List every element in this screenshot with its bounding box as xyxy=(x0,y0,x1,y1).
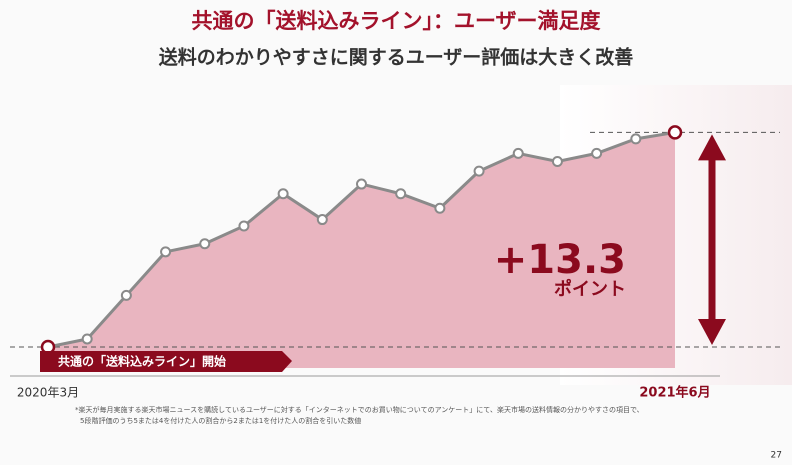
marker xyxy=(199,238,211,250)
marker xyxy=(667,125,683,140)
page-number: 27 xyxy=(771,451,782,461)
annotation-unit: ポイント xyxy=(554,278,626,300)
marker xyxy=(356,178,367,190)
marker xyxy=(316,214,328,226)
footnote: 5段階評価のうち5または4を付けた人の割合から2または1を付けた人の割合を引いた… xyxy=(80,416,361,425)
x-tick-label: 2020年3月 xyxy=(17,386,79,400)
marker xyxy=(81,333,93,345)
marker xyxy=(591,147,603,159)
area-fill xyxy=(48,132,675,368)
marker xyxy=(120,289,132,301)
marker xyxy=(551,155,563,167)
footnote: *楽天が毎月実施する楽天市場ニュースを購読しているユーザーに対する「インターネッ… xyxy=(75,405,644,414)
x-tick-label: 2021年6月 xyxy=(639,385,710,401)
marker xyxy=(395,188,407,200)
marker xyxy=(238,220,250,232)
title: 共通の「送料込みライン」：ユーザー満足度 xyxy=(191,9,600,33)
marker xyxy=(512,147,524,159)
marker xyxy=(473,165,485,177)
arrow-head xyxy=(698,319,726,346)
annotation-value: +13.3 xyxy=(494,237,626,283)
marker xyxy=(160,246,172,258)
marker xyxy=(630,133,642,145)
banner-arrow xyxy=(40,351,292,372)
banner-text: 共通の「送料込みライン」開始 xyxy=(58,354,226,369)
arrow-head xyxy=(698,134,726,161)
subtitle: 送料のわかりやすさに関するユーザー評価は大きく改善 xyxy=(159,46,634,69)
marker xyxy=(434,202,446,214)
marker xyxy=(277,188,289,200)
